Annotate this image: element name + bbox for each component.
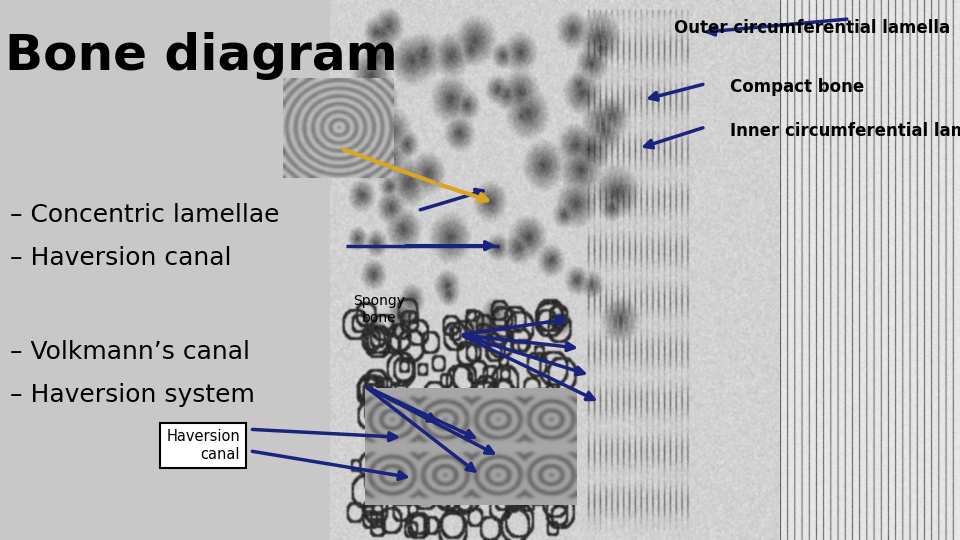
- Text: – Haversion canal: – Haversion canal: [10, 246, 231, 269]
- Text: – Haversion system: – Haversion system: [10, 383, 254, 407]
- Text: Compact bone: Compact bone: [730, 78, 864, 96]
- Text: Haversion
canal: Haversion canal: [166, 429, 240, 462]
- Text: Spongy
bone: Spongy bone: [353, 294, 405, 325]
- Text: Bone diagram: Bone diagram: [5, 32, 398, 80]
- Text: – Volkmann’s canal: – Volkmann’s canal: [10, 340, 250, 364]
- Text: Inner circumferential lamella: Inner circumferential lamella: [730, 122, 960, 139]
- Text: – Concentric lamellae: – Concentric lamellae: [10, 202, 279, 226]
- Text: Outer circumferential lamella: Outer circumferential lamella: [674, 19, 950, 37]
